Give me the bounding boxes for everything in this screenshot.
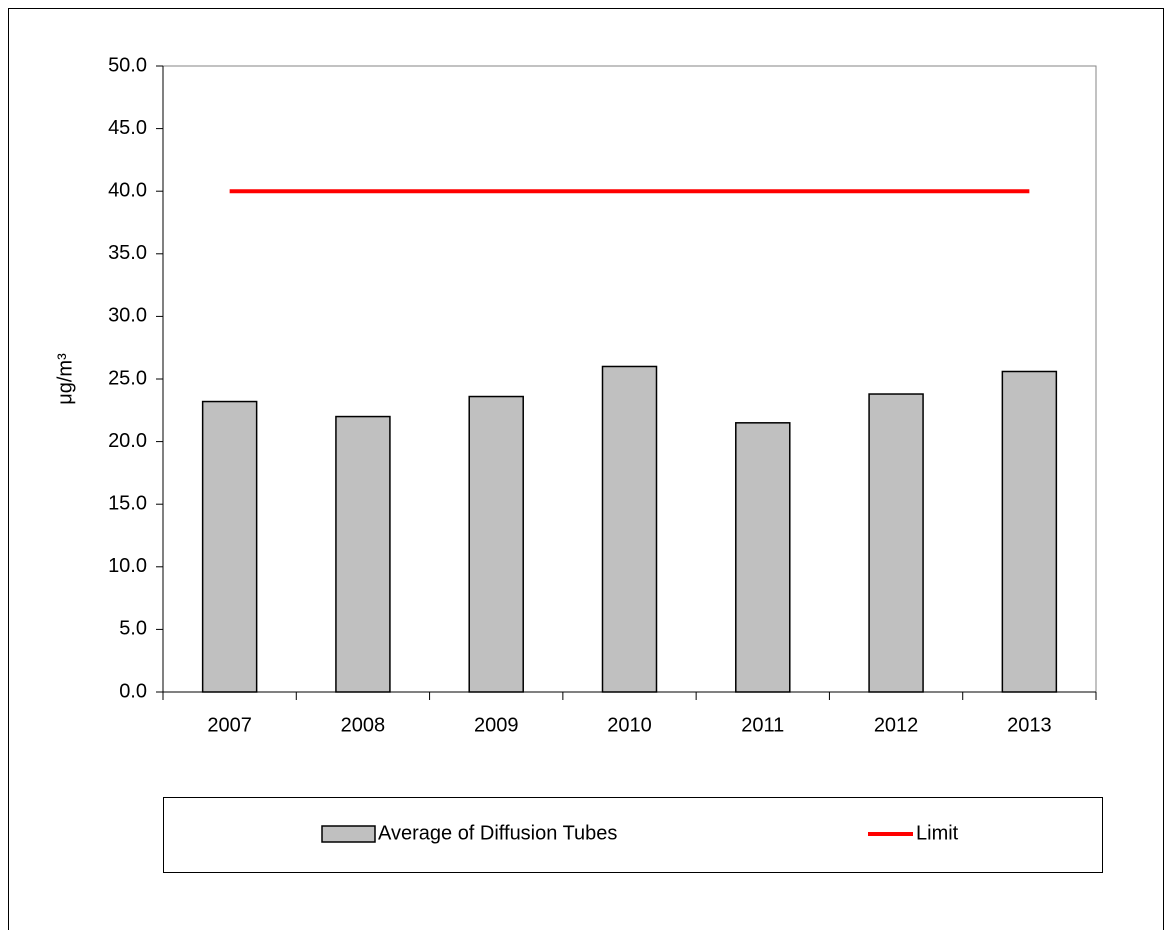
y-tick-label: 35.0 (108, 242, 147, 264)
legend-swatch (321, 825, 376, 843)
bar (601, 365, 658, 693)
x-tick-label: 2013 (1007, 714, 1052, 736)
y-tick-label: 40.0 (108, 179, 147, 201)
x-tick-label: 2008 (341, 714, 386, 736)
legend-box (163, 797, 1103, 873)
bar (468, 395, 524, 693)
legend-label: Limit (916, 822, 959, 844)
y-tick-label: 15.0 (108, 492, 147, 514)
bar (335, 415, 391, 693)
y-tick-label: 25.0 (108, 367, 147, 389)
y-axis-label: μg/m³ (54, 353, 76, 405)
bar (1001, 370, 1058, 693)
y-tick-label: 0.0 (119, 680, 147, 702)
legend-label: Average of Diffusion Tubes (378, 822, 617, 844)
y-tick-label: 50.0 (108, 54, 147, 76)
y-tick-label: 45.0 (108, 117, 147, 139)
x-tick-label: 2009 (474, 714, 519, 736)
y-tick-label: 10.0 (108, 555, 147, 577)
y-tick-label: 20.0 (108, 430, 147, 452)
x-tick-label: 2011 (741, 714, 784, 736)
bar (201, 400, 258, 693)
y-tick-label: 5.0 (119, 618, 147, 640)
y-tick-label: 30.0 (108, 305, 147, 327)
bar (868, 393, 924, 693)
x-tick-label: 2007 (207, 714, 252, 736)
bar (735, 422, 791, 693)
chart-frame (8, 8, 1164, 930)
x-tick-label: 2010 (607, 714, 652, 736)
x-tick-label: 2012 (874, 714, 919, 736)
